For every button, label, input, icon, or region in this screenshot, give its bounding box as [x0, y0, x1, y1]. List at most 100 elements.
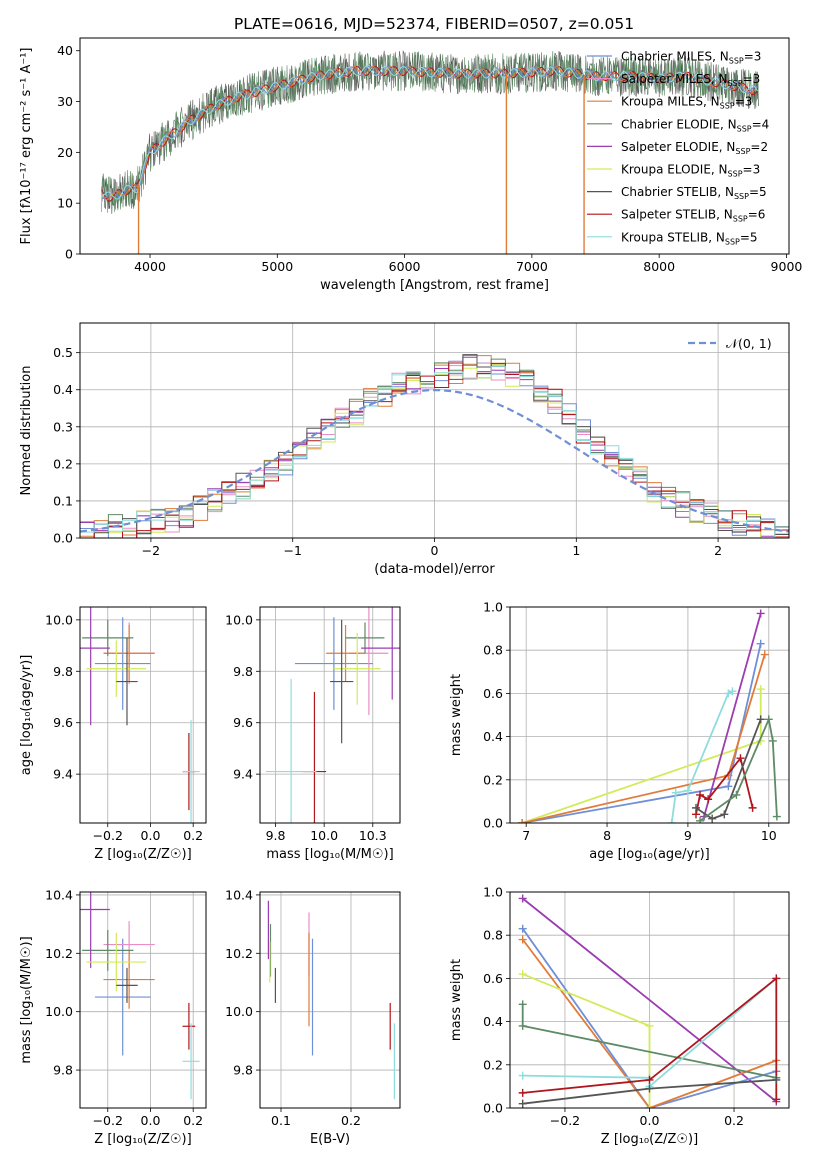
y-tick-label: 20: [57, 145, 73, 160]
x-axis-label: Z [log₁₀(Z/Z☉)]: [94, 1132, 191, 1147]
legend-label: Chabrier ELODIE, NSSP=4: [621, 117, 769, 133]
panels: 4000 5000 6000 7000 8000 9000010203040wavelen…: [19, 37, 802, 1147]
weight-line-ChabrierSTELIB: [692, 715, 765, 823]
y-tick-label: 0.6: [483, 971, 503, 986]
y-tick-label: 9.8: [233, 664, 253, 679]
massweight-vs-age-panel: 7 8 9 10 0.0 0.2 0.4 0.6 0.8 1.0 age [log₁₀(age/yr…: [449, 600, 790, 862]
weight-marker: [708, 814, 717, 823]
weight-marker: [518, 1099, 527, 1108]
y-tick-label: 10.0: [45, 612, 73, 627]
legend-label: Salpeter ELODIE, NSSP=2: [621, 140, 768, 156]
x-tick-label: −0.2: [93, 1113, 123, 1128]
y-tick-label: 0.3: [53, 419, 73, 434]
y-tick-label: 9.8: [233, 1063, 253, 1078]
weight-marker: [645, 1104, 654, 1108]
y-tick-label: 9.4: [233, 767, 253, 782]
weight-marker: [772, 812, 781, 821]
figure-title: PLATE=0616, MJD=52374, FIBERID=0507, z=0…: [234, 15, 634, 33]
weight-marker: [704, 795, 713, 804]
weight-line-path: [522, 897, 777, 1103]
x-axis-label: E(B-V): [310, 1132, 350, 1147]
legend-label: Salpeter STELIB, NSSP=6: [621, 208, 765, 224]
axes-frame: [79, 891, 207, 1109]
weight-marker: [724, 689, 733, 698]
errorbar-KroupaSTELIB: [182, 720, 200, 823]
y-tick-label: 0.8: [483, 928, 503, 943]
spectrum-legend: Chabrier MILES, NSSP=3 Salpeter MILES, NS…: [587, 50, 769, 246]
weight-marker: [756, 685, 765, 694]
legend-label: Chabrier STELIB, NSSP=5: [621, 185, 767, 201]
y-tick-label: 9.6: [233, 715, 253, 730]
residuals-legend: 𝒩(0, 1): [688, 336, 772, 351]
weight-line-path: [522, 973, 651, 1108]
errorbar-SalpeterELODIE: [80, 607, 110, 726]
errorbar-KroupaMILES: [103, 625, 155, 682]
errorbar-KroupaELODIE: [86, 932, 147, 992]
y-tick-label: 10: [57, 196, 73, 211]
x-tick-label: 0.2: [183, 828, 203, 843]
weight-marker: [768, 736, 777, 745]
weight-marker: [518, 1088, 527, 1097]
x-tick-label: −0.2: [93, 828, 123, 843]
errorbar-SalpeterELODIE: [361, 607, 400, 700]
age-vs-z-axes: −0.2 0.0 0.2 9.4 9.6 9.8 10.0 Z [log₁₀(Z/Z☉)] ag…: [19, 606, 207, 862]
errorbar-ChabrierMILES: [94, 938, 151, 1056]
weight-marker: [748, 803, 757, 812]
x-tick-label: 0.0: [141, 828, 161, 843]
weight-marker: [645, 1084, 654, 1093]
y-tick-label: 0.2: [53, 456, 73, 471]
massweight-vs-z-plot-area: [518, 894, 781, 1108]
errorbar-KroupaELODIE: [86, 640, 147, 697]
errorbar-ChabrierELODIE: [82, 929, 134, 971]
x-axis-label: Z [log₁₀(Z/Z☉)]: [94, 847, 191, 862]
y-tick-label: 40: [57, 43, 73, 58]
y-tick-label: 10.0: [225, 1004, 253, 1019]
x-tick-label: 6000: [389, 259, 421, 274]
weight-line-ChabrierELODIE: [696, 715, 781, 823]
y-tick-label: 9.6: [53, 715, 73, 730]
weight-line-ChabrierSTELIB: [518, 1075, 781, 1108]
errorbar-SalpeterELODIE: [80, 892, 110, 968]
weight-marker: [518, 924, 527, 933]
y-tick-label: 0.4: [53, 382, 73, 397]
weight-marker: [692, 803, 700, 812]
weight-marker: [645, 1075, 654, 1084]
age-vs-z-plot-area: [80, 607, 200, 823]
y-axis-label: mass weight: [449, 959, 464, 1041]
legend-label: Kroupa ELODIE, NSSP=3: [621, 163, 760, 179]
weight-marker: [764, 715, 773, 724]
y-tick-label: 10.2: [45, 946, 73, 961]
histogram-KroupaSTELIB: [80, 366, 789, 538]
x-tick-label: 0: [431, 543, 439, 558]
weight-marker: [760, 650, 769, 659]
errorbar-ChabrierMILES: [295, 617, 373, 710]
y-tick-label: 0: [65, 247, 73, 262]
x-tick-label: 0.0: [141, 1113, 161, 1128]
x-tick-label: −2: [142, 543, 160, 558]
errorbar-ChabrierELODIE: [82, 619, 134, 656]
weight-marker: [756, 715, 765, 724]
x-tick-label: 0.2: [341, 1113, 361, 1128]
errorbar-ChabrierSTELIB: [116, 967, 138, 1003]
weight-line-path: [695, 718, 762, 820]
x-tick-label: 10.3: [359, 828, 387, 843]
axes-frame: [79, 37, 790, 255]
x-tick-label: 8: [603, 828, 611, 843]
errorbar-ChabrierSTELIB: [116, 637, 138, 726]
y-tick-label: 0.0: [483, 816, 503, 831]
x-tick-label: 10: [761, 828, 777, 843]
x-tick-label: 8000: [643, 259, 675, 274]
weight-marker: [671, 788, 680, 797]
x-tick-label: −1: [283, 543, 301, 558]
weight-marker: [667, 819, 676, 823]
y-tick-label: 0.8: [483, 643, 503, 658]
x-tick-label: 1: [572, 543, 580, 558]
age-vs-mass-axes: 9.8 10.0 10.3 9.4 9.6 9.8 10.0 mass [log₁₀(M/M☉…: [225, 606, 401, 862]
y-axis-label: Flux [fλ10⁻¹⁷ erg cm⁻² s⁻¹ A⁻¹]: [19, 48, 34, 245]
weight-marker: [518, 1021, 527, 1030]
y-tick-label: 10.2: [225, 946, 253, 961]
x-axis-label: Z [log₁₀(Z/Z☉)]: [601, 1132, 698, 1147]
y-tick-label: 10.4: [225, 887, 253, 902]
x-tick-label: 7: [522, 828, 530, 843]
